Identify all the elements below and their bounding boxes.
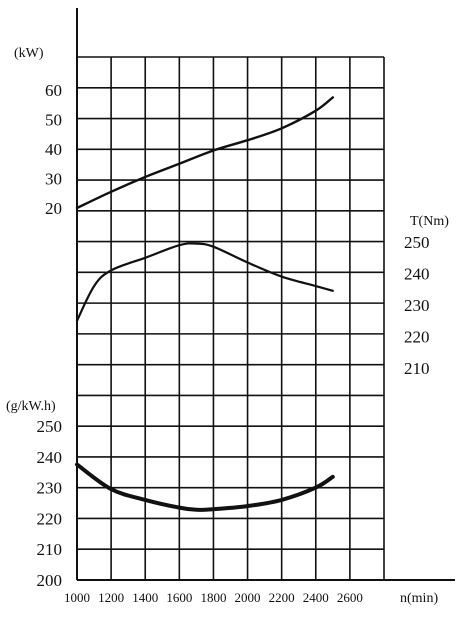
x-tick-label: 1200 (98, 590, 124, 605)
torque-tick-label: 210 (404, 359, 430, 378)
fuel-tick-label: 230 (37, 479, 63, 498)
x-tick-label: 1400 (132, 590, 158, 605)
power-tick-label: 50 (45, 111, 62, 130)
x-axis-label: n(min) (400, 591, 438, 606)
torque-curve (75, 242, 334, 322)
fuel-tick-label: 250 (37, 417, 63, 436)
fuel-consumption-curve (75, 462, 335, 512)
power-tick-label: 30 (45, 170, 62, 189)
x-tick-label: 1600 (166, 590, 192, 605)
x-tick-label: 2000 (235, 590, 261, 605)
torque-tick-label: 230 (404, 296, 430, 315)
power-axis-unit: (kW) (14, 46, 44, 61)
power-curve (75, 96, 334, 210)
x-tick-label: 1000 (64, 590, 90, 605)
x-tick-label: 2600 (337, 590, 363, 605)
power-tick-label: 60 (45, 81, 62, 100)
torque-axis-unit: T(Nm) (410, 214, 449, 229)
power-tick-label: 40 (45, 140, 62, 159)
fuel-tick-label: 210 (37, 540, 63, 559)
fuel-tick-label: 200 (37, 571, 63, 590)
fuel-axis-unit: (g/kW.h) (6, 399, 56, 414)
fuel-tick-label: 220 (37, 509, 63, 528)
x-tick-label: 1800 (200, 590, 226, 605)
grid (77, 56, 385, 580)
curves (75, 96, 335, 512)
x-tick-label: 2400 (303, 590, 329, 605)
axis-labels: 1000 1200 1400 1600 1800 2000 2200 2400 2600 n(mi… (6, 46, 449, 606)
x-tick-label: 2200 (269, 590, 295, 605)
torque-tick-label: 220 (404, 328, 430, 347)
torque-tick-label: 240 (404, 265, 430, 284)
fuel-tick-label: 240 (37, 448, 63, 467)
power-tick-label: 20 (45, 199, 62, 218)
torque-tick-label: 250 (404, 233, 430, 252)
axes (76, 8, 455, 581)
